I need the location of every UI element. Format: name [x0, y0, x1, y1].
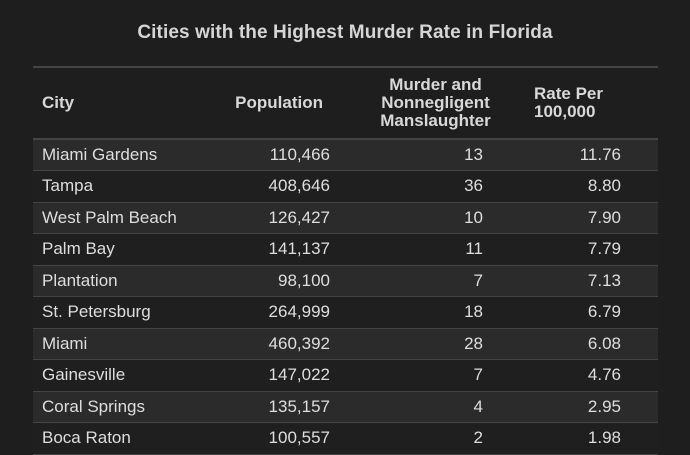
- cell-rate: 6.79: [587, 302, 621, 322]
- cell-population: 147,022: [268, 365, 330, 385]
- cell-population: 460,392: [268, 333, 330, 353]
- cell-murders: 4: [473, 396, 483, 416]
- table-row: Tampa 408,646 36 8.80: [33, 170, 658, 202]
- table-row: Plantation 98,100 7 7.13: [33, 265, 658, 297]
- header-murders: Murder and Nonnegligent Manslaughter: [343, 67, 528, 139]
- cell-city: Tampa: [42, 176, 94, 196]
- header-rate-line2: 100,000: [534, 102, 596, 121]
- table-row: St. Petersburg 264,999 18 6.79: [33, 296, 658, 328]
- cell-population: 98,100: [278, 270, 330, 290]
- table-row: West Palm Beach 126,427 10 7.90: [33, 202, 658, 234]
- header-rate: Rate Per 100,000: [528, 67, 658, 139]
- cell-rate: 6.08: [587, 333, 621, 353]
- cell-murders: 10: [464, 207, 483, 227]
- cell-city: Coral Springs: [42, 396, 145, 416]
- cell-murders: 18: [464, 302, 483, 322]
- cell-rate: 4.76: [587, 365, 621, 385]
- cell-rate: 11.76: [579, 145, 621, 164]
- data-table-container: City Population Murder and Nonnegligent …: [33, 66, 658, 455]
- table-row: Boca Raton 100,557 2 1.98: [33, 422, 658, 454]
- cell-rate: 7.13: [587, 270, 621, 290]
- cell-city: West Palm Beach: [42, 207, 177, 227]
- cell-city: Palm Bay: [42, 239, 115, 259]
- header-population: Population: [235, 93, 323, 112]
- cell-city: Gainesville: [42, 365, 126, 385]
- cell-population: 264,999: [268, 302, 330, 322]
- cell-murders: 11: [465, 239, 483, 259]
- cell-murders: 7: [473, 270, 483, 290]
- cell-city: Plantation: [42, 270, 118, 290]
- cell-city: Miami Gardens: [42, 145, 158, 164]
- table-row: Coral Springs 135,157 4 2.95: [33, 391, 658, 423]
- header-murders-line3: Manslaughter: [380, 111, 491, 130]
- page-title: Cities with the Highest Murder Rate in F…: [137, 22, 553, 43]
- cell-population: 126,427: [268, 207, 330, 227]
- table-row: Gainesville 147,022 7 4.76: [33, 359, 658, 391]
- cell-population: 408,646: [268, 176, 330, 196]
- table-row: Palm Bay 141,137 11 7.79: [33, 233, 658, 265]
- cell-murders: 13: [464, 145, 483, 164]
- cell-murders: 36: [464, 176, 483, 196]
- cell-murders: 28: [464, 333, 483, 353]
- cell-population: 110,466: [269, 145, 330, 164]
- table-row: Miami 460,392 28 6.08: [33, 328, 658, 360]
- cell-murders: 2: [473, 428, 483, 448]
- cell-rate: 1.98: [587, 428, 621, 448]
- cell-population: 141,137: [268, 239, 330, 259]
- header-murders-line1: Murder and: [389, 75, 482, 94]
- table-header-row: City Population Murder and Nonnegligent …: [33, 67, 658, 139]
- cell-murders: 7: [473, 365, 483, 385]
- cell-city: Miami: [42, 333, 88, 353]
- header-murders-line2: Nonnegligent: [381, 93, 490, 112]
- cell-population: 135,157: [268, 396, 330, 416]
- cell-city: St. Petersburg: [42, 302, 151, 322]
- cell-rate: 7.79: [587, 239, 621, 259]
- cell-rate: 8.80: [587, 176, 621, 196]
- cell-rate: 7.90: [587, 207, 621, 227]
- cell-population: 100,557: [268, 428, 330, 448]
- murder-rate-table: City Population Murder and Nonnegligent …: [33, 66, 658, 455]
- header-rate-line1: Rate Per: [534, 84, 603, 103]
- cell-rate: 2.95: [587, 396, 621, 416]
- header-city: City: [42, 93, 75, 112]
- cell-city: Boca Raton: [42, 428, 131, 448]
- table-row: Miami Gardens 110,466 13 11.76: [33, 139, 658, 171]
